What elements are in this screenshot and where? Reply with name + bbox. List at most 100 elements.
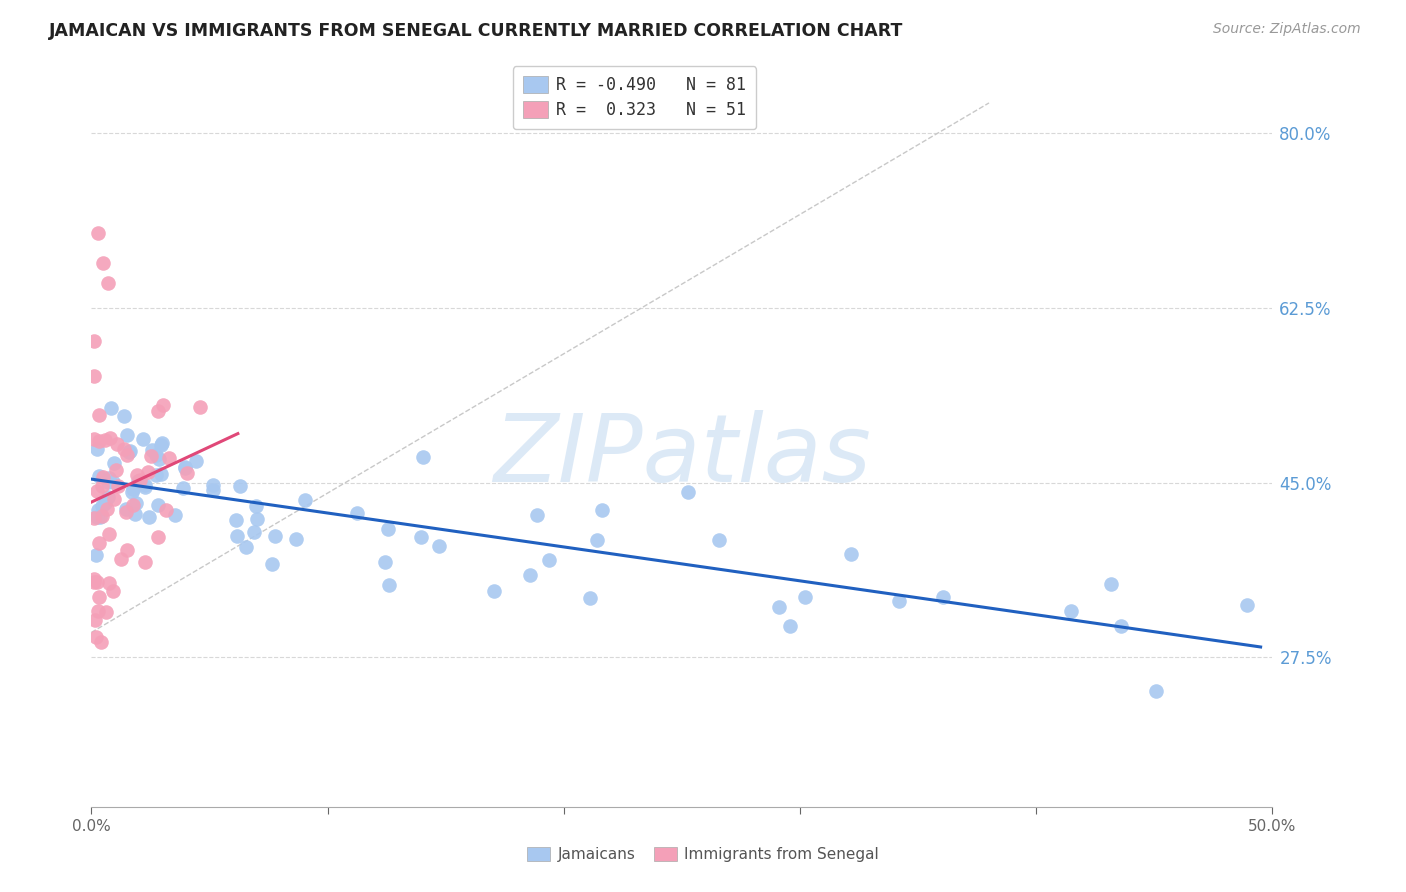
Point	[1144, 683, 1167, 698]
Point	[122, 483, 145, 497]
Point	[1099, 576, 1122, 591]
Point	[228, 479, 250, 493]
Point	[149, 467, 172, 481]
Point	[779, 619, 801, 633]
Point	[374, 555, 396, 569]
Point	[132, 432, 155, 446]
Point	[134, 556, 156, 570]
Point	[83, 432, 105, 446]
Point	[537, 553, 560, 567]
Point	[245, 499, 267, 513]
Point	[97, 276, 120, 290]
Point	[136, 465, 159, 479]
Point	[107, 478, 129, 492]
Point	[794, 590, 817, 604]
Point	[100, 401, 122, 416]
Point	[148, 451, 170, 466]
Point	[83, 511, 105, 525]
Point	[89, 469, 111, 483]
Point	[83, 574, 105, 589]
Point	[86, 442, 108, 456]
Point	[97, 526, 120, 541]
Point	[591, 503, 613, 517]
Point	[103, 475, 125, 490]
Point	[226, 529, 249, 543]
Text: Source: ZipAtlas.com: Source: ZipAtlas.com	[1213, 22, 1361, 37]
Point	[260, 558, 283, 572]
Point	[83, 572, 105, 586]
Point	[117, 428, 139, 442]
Point	[91, 470, 114, 484]
Point	[484, 583, 506, 598]
Point	[118, 444, 141, 458]
Point	[87, 503, 110, 517]
Point	[87, 591, 110, 605]
Legend: R = -0.490   N = 81, R =  0.323   N = 51: R = -0.490 N = 81, R = 0.323 N = 51	[513, 66, 756, 129]
Point	[887, 594, 910, 608]
Point	[157, 451, 180, 466]
Point	[378, 578, 401, 592]
Point	[110, 552, 132, 566]
Point	[105, 437, 128, 451]
Point	[176, 467, 198, 481]
Point	[134, 480, 156, 494]
Point	[186, 454, 208, 468]
Point	[1109, 619, 1132, 633]
Point	[676, 485, 699, 500]
Point	[284, 532, 307, 546]
Point	[90, 635, 112, 649]
Point	[768, 599, 790, 614]
Point	[409, 530, 432, 544]
Point	[173, 460, 195, 475]
Point	[578, 591, 600, 606]
Point	[103, 456, 125, 470]
Point	[172, 481, 194, 495]
Point	[148, 530, 170, 544]
Point	[112, 409, 135, 424]
Point	[141, 442, 163, 457]
Point	[145, 448, 167, 462]
Point	[97, 490, 120, 504]
Point	[1060, 604, 1083, 618]
Point	[839, 547, 862, 561]
Point	[91, 256, 114, 270]
Point	[83, 613, 105, 627]
Point	[115, 448, 138, 462]
Point	[152, 436, 174, 450]
Point	[128, 473, 150, 487]
Point	[94, 433, 117, 447]
Point	[86, 483, 108, 498]
Point	[155, 503, 177, 517]
Point	[150, 438, 173, 452]
Point	[90, 479, 112, 493]
Point	[152, 399, 174, 413]
Point	[145, 467, 167, 482]
Point	[242, 524, 264, 539]
Point	[86, 574, 108, 589]
Point	[138, 509, 160, 524]
Point	[97, 475, 120, 489]
Point	[96, 501, 118, 516]
Point	[146, 404, 169, 418]
Point	[103, 491, 125, 506]
Legend: Jamaicans, Immigrants from Senegal: Jamaicans, Immigrants from Senegal	[520, 840, 886, 868]
Text: JAMAICAN VS IMMIGRANTS FROM SENEGAL CURRENTLY MARRIED CORRELATION CHART: JAMAICAN VS IMMIGRANTS FROM SENEGAL CURR…	[49, 22, 904, 40]
Point	[98, 471, 121, 485]
Point	[84, 631, 107, 645]
Point	[235, 540, 257, 554]
Point	[87, 434, 110, 448]
Point	[94, 496, 117, 510]
Point	[124, 495, 146, 509]
Point	[121, 498, 143, 512]
Point	[124, 508, 146, 522]
Point	[932, 590, 955, 604]
Point	[101, 584, 124, 599]
Point	[98, 431, 121, 445]
Point	[115, 505, 138, 519]
Point	[105, 462, 128, 476]
Point	[91, 499, 114, 513]
Point	[125, 468, 148, 483]
Point	[120, 443, 142, 458]
Point	[87, 535, 110, 549]
Point	[427, 539, 450, 553]
